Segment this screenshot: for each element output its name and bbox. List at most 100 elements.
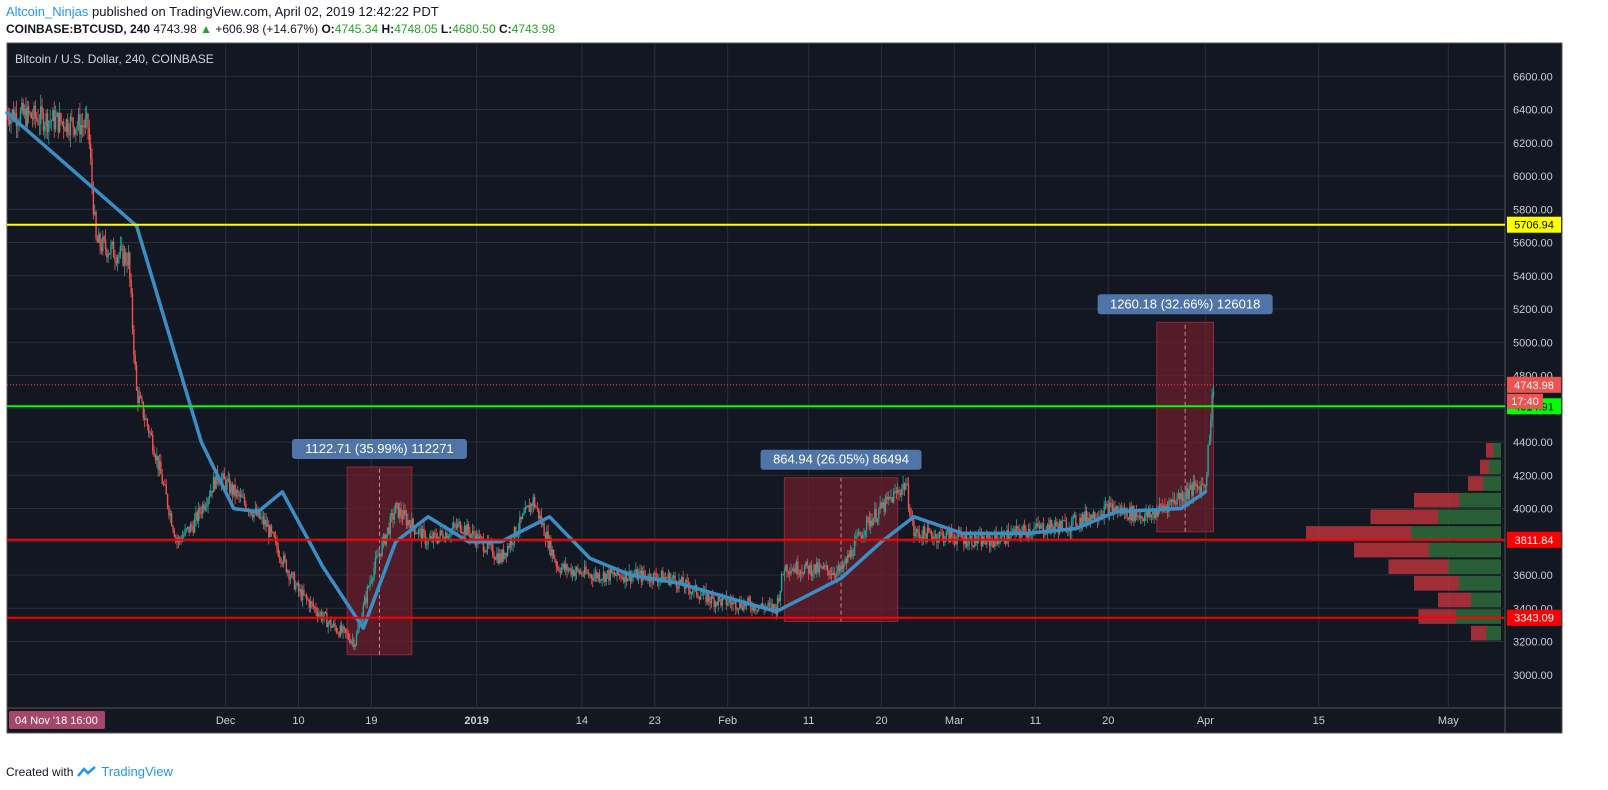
candle-body [68, 132, 70, 136]
candle-body [42, 112, 45, 131]
candle-body [542, 522, 544, 525]
candle-body [318, 613, 320, 617]
x-tick-label: Mar [945, 715, 964, 727]
volume-profile-down [1418, 609, 1456, 624]
candle-body [413, 527, 416, 535]
candle-body [1142, 519, 1145, 522]
candle-body [1197, 486, 1200, 488]
candle-body [19, 110, 22, 123]
candle-body [1195, 484, 1197, 486]
candle-body [235, 490, 238, 497]
candle-body [400, 508, 402, 517]
candle-body [1193, 481, 1196, 486]
candle-body [273, 532, 275, 538]
candle-body [998, 541, 1000, 545]
candle-body [768, 602, 771, 604]
candle-body [1165, 506, 1167, 508]
candle-body [913, 520, 915, 537]
candle-body [466, 524, 468, 536]
candle-body [1200, 484, 1203, 494]
candle-body [127, 252, 130, 266]
volume-profile-up [1493, 443, 1501, 458]
candle-body [767, 602, 769, 607]
quote-line: COINBASE:BTCUSD, 240 4743.98 ▲ +606.98 (… [6, 22, 555, 36]
author-link[interactable]: Altcoin_Ninjas [6, 4, 89, 19]
candle-body [80, 125, 82, 135]
candle-body [535, 506, 537, 508]
candle-body [1038, 525, 1041, 529]
candle-body [1092, 511, 1095, 519]
candle-body [331, 625, 333, 628]
candle-body [1100, 514, 1103, 517]
candle-body [1149, 511, 1151, 518]
tradingview-brand-link[interactable]: TradingView [101, 764, 173, 779]
measure-label-box [291, 438, 467, 459]
candle-body [721, 597, 723, 606]
candle-body [470, 534, 472, 538]
candle-body [372, 578, 374, 581]
candle-body [697, 595, 699, 598]
candle-body [739, 600, 741, 609]
candle-body [1053, 526, 1055, 532]
candle-body [8, 119, 11, 124]
candle-body [655, 573, 657, 579]
candle-body [647, 579, 649, 582]
candle-body [731, 602, 733, 605]
candle-body [505, 552, 508, 556]
candle-body [453, 523, 455, 528]
candle-body [1170, 500, 1173, 502]
x-tick-label: 11 [803, 715, 814, 727]
candle-body [270, 526, 273, 532]
candle-body [424, 532, 427, 545]
candle-body [258, 510, 261, 519]
candle-body [345, 628, 347, 633]
candle-body [123, 252, 126, 266]
candle-body [726, 603, 729, 605]
candle-body [197, 507, 200, 522]
candle-body [1072, 515, 1074, 519]
candle-body [394, 502, 397, 514]
candle-body [11, 109, 14, 116]
candle-body [143, 417, 146, 420]
candle-body [110, 244, 112, 254]
candle-body [111, 241, 113, 245]
candle-body [955, 541, 957, 544]
candle-body [134, 355, 136, 366]
candle-body [826, 565, 829, 571]
candle-body [682, 577, 684, 586]
candle-body [88, 127, 91, 145]
candle-body [936, 534, 938, 543]
candle-body [776, 598, 779, 615]
candle-body [942, 533, 945, 543]
candle-body [709, 601, 711, 604]
candle-body [291, 572, 293, 578]
candle-body [320, 612, 323, 620]
candle-body [471, 530, 474, 535]
candle-body [106, 249, 108, 258]
candle-body [612, 572, 614, 574]
candle-body [1191, 484, 1193, 496]
footer: Created with TradingView [6, 764, 173, 779]
candle-body [802, 573, 804, 574]
candle-body [851, 549, 853, 557]
candle-body [1036, 523, 1038, 528]
candle-body [112, 241, 115, 258]
candle-body [1007, 529, 1010, 541]
candle-body [1169, 500, 1172, 502]
candle-body [1061, 520, 1064, 530]
candle-body [853, 540, 856, 556]
candle-body [521, 514, 524, 519]
candle-body [585, 566, 587, 573]
candle-body [906, 483, 908, 485]
candle-body [880, 502, 883, 508]
candle-body [1049, 519, 1051, 533]
candle-body [1004, 542, 1007, 544]
candle-body [783, 570, 786, 575]
candle-body [407, 520, 409, 526]
candle-body [845, 559, 848, 563]
candle-body [532, 496, 535, 507]
candle-body [1179, 493, 1181, 500]
candle-body [44, 126, 46, 131]
candle-body [1152, 511, 1154, 515]
